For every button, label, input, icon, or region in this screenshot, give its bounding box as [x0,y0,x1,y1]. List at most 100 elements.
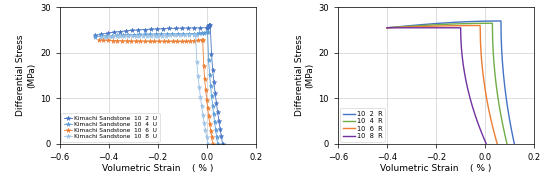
Kimachi Sandstone  10  2  U [147,28,154,30]
Kimachi Sandstone  10  8  U [136,35,143,37]
Kimachi Sandstone  10  2  U [98,33,105,35]
Kimachi Sandstone  10  6  U [203,99,210,101]
Kimachi Sandstone  10  6  U [160,40,167,43]
Kimachi Sandstone  10  6  U [128,40,134,42]
Kimachi Sandstone  10  4  U [205,59,212,61]
Kimachi Sandstone  10  8  U [192,33,199,36]
Kimachi Sandstone  10  2  U [154,28,160,30]
Kimachi Sandstone  10  2  U [166,27,173,30]
Kimachi Sandstone  10  2  U [204,26,211,28]
Kimachi Sandstone  10  6  U [114,40,120,42]
Kimachi Sandstone  10  6  U [199,39,206,41]
10  6  R [477,24,483,27]
Kimachi Sandstone  10  4  U [215,142,221,145]
Kimachi Sandstone  10  2  U [207,24,214,26]
Kimachi Sandstone  10  8  U [121,35,127,37]
Kimachi Sandstone  10  6  U [156,40,162,42]
Kimachi Sandstone  10  2  U [206,24,212,26]
Kimachi Sandstone  10  2  U [185,27,191,29]
10  2  R [511,142,518,145]
Kimachi Sandstone  10  6  U [95,39,102,41]
10  4  R [502,137,509,139]
Kimachi Sandstone  10  6  U [209,142,216,145]
Kimachi Sandstone  10  6  U [170,40,176,43]
Kimachi Sandstone  10  8  U [159,34,165,37]
Kimachi Sandstone  10  8  U [186,34,193,36]
Kimachi Sandstone  10  2  U [203,27,210,29]
10  2  R [498,20,504,22]
Kimachi Sandstone  10  6  U [137,40,144,42]
Kimachi Sandstone  10  4  U [114,34,120,36]
Kimachi Sandstone  10  2  U [208,53,215,56]
Kimachi Sandstone  10  4  U [208,85,214,87]
Line: Kimachi Sandstone  10  2  U: Kimachi Sandstone 10 2 U [93,22,225,146]
10  4  R [489,22,495,24]
10  2  R [509,132,515,134]
Kimachi Sandstone  10  4  U [103,35,109,37]
Kimachi Sandstone  10  2  U [217,128,223,130]
Kimachi Sandstone  10  6  U [191,40,197,42]
Kimachi Sandstone  10  4  U [164,33,170,35]
Kimachi Sandstone  10  6  U [183,40,189,43]
Kimachi Sandstone  10  6  U [204,107,211,109]
Kimachi Sandstone  10  8  U [182,34,188,36]
Kimachi Sandstone  10  4  U [152,33,159,35]
10  4  R [392,26,399,28]
10  2  R [397,25,404,28]
Kimachi Sandstone  10  6  U [202,78,208,81]
Kimachi Sandstone  10  8  U [106,35,112,38]
Kimachi Sandstone  10  2  U [172,27,179,29]
Kimachi Sandstone  10  6  U [165,40,171,43]
Line: Kimachi Sandstone  10  4  U: Kimachi Sandstone 10 4 U [93,30,220,146]
Kimachi Sandstone  10  6  U [201,65,207,67]
Kimachi Sandstone  10  2  U [111,31,117,33]
10  8  R [480,136,487,139]
X-axis label: Volumetric Strain    ( % ): Volumetric Strain ( % ) [380,164,492,173]
Kimachi Sandstone  10  6  U [208,130,214,132]
Kimachi Sandstone  10  8  U [195,75,201,77]
10  6  R [384,27,390,29]
Kimachi Sandstone  10  6  U [174,40,180,43]
Kimachi Sandstone  10  2  U [92,34,99,37]
Line: 10  8  R: 10 8 R [387,28,486,144]
Kimachi Sandstone  10  6  U [198,39,205,41]
Kimachi Sandstone  10  8  U [102,36,108,38]
Kimachi Sandstone  10  2  U [129,29,136,31]
Kimachi Sandstone  10  8  U [197,96,204,99]
Kimachi Sandstone  10  2  U [204,27,210,29]
10  2  R [393,26,399,28]
Kimachi Sandstone  10  8  U [117,35,124,37]
Kimachi Sandstone  10  8  U [163,34,169,37]
Kimachi Sandstone  10  6  U [179,40,185,43]
Kimachi Sandstone  10  8  U [196,86,203,89]
Kimachi Sandstone  10  8  U [204,142,211,145]
Kimachi Sandstone  10  2  U [160,28,166,30]
Kimachi Sandstone  10  4  U [198,32,205,34]
Kimachi Sandstone  10  4  U [175,33,181,35]
Kimachi Sandstone  10  2  U [213,102,220,104]
Kimachi Sandstone  10  8  U [125,35,131,37]
10  4  R [501,132,508,135]
Kimachi Sandstone  10  8  U [202,129,209,131]
Kimachi Sandstone  10  6  U [133,40,139,42]
Kimachi Sandstone  10  4  U [108,34,115,37]
Kimachi Sandstone  10  6  U [146,40,153,42]
Kimachi Sandstone  10  8  U [198,105,205,108]
Kimachi Sandstone  10  8  U [98,36,105,38]
Kimachi Sandstone  10  8  U [140,35,146,37]
Kimachi Sandstone  10  2  U [220,142,226,145]
Kimachi Sandstone  10  8  U [128,35,135,37]
Y-axis label: Differential Stress
(MPa): Differential Stress (MPa) [295,35,314,116]
10  6  R [395,26,402,29]
Kimachi Sandstone  10  8  U [199,114,206,116]
Line: Kimachi Sandstone  10  8  U: Kimachi Sandstone 10 8 U [99,32,210,146]
10  4  R [396,26,403,28]
Kimachi Sandstone  10  4  U [193,33,200,35]
Kimachi Sandstone  10  4  U [125,34,132,36]
Kimachi Sandstone  10  6  U [209,136,215,138]
10  8  R [483,142,489,145]
Kimachi Sandstone  10  8  U [132,35,139,37]
Kimachi Sandstone  10  2  U [216,119,222,122]
Line: 10  2  R: 10 2 R [387,21,514,144]
Kimachi Sandstone  10  4  U [185,33,192,35]
